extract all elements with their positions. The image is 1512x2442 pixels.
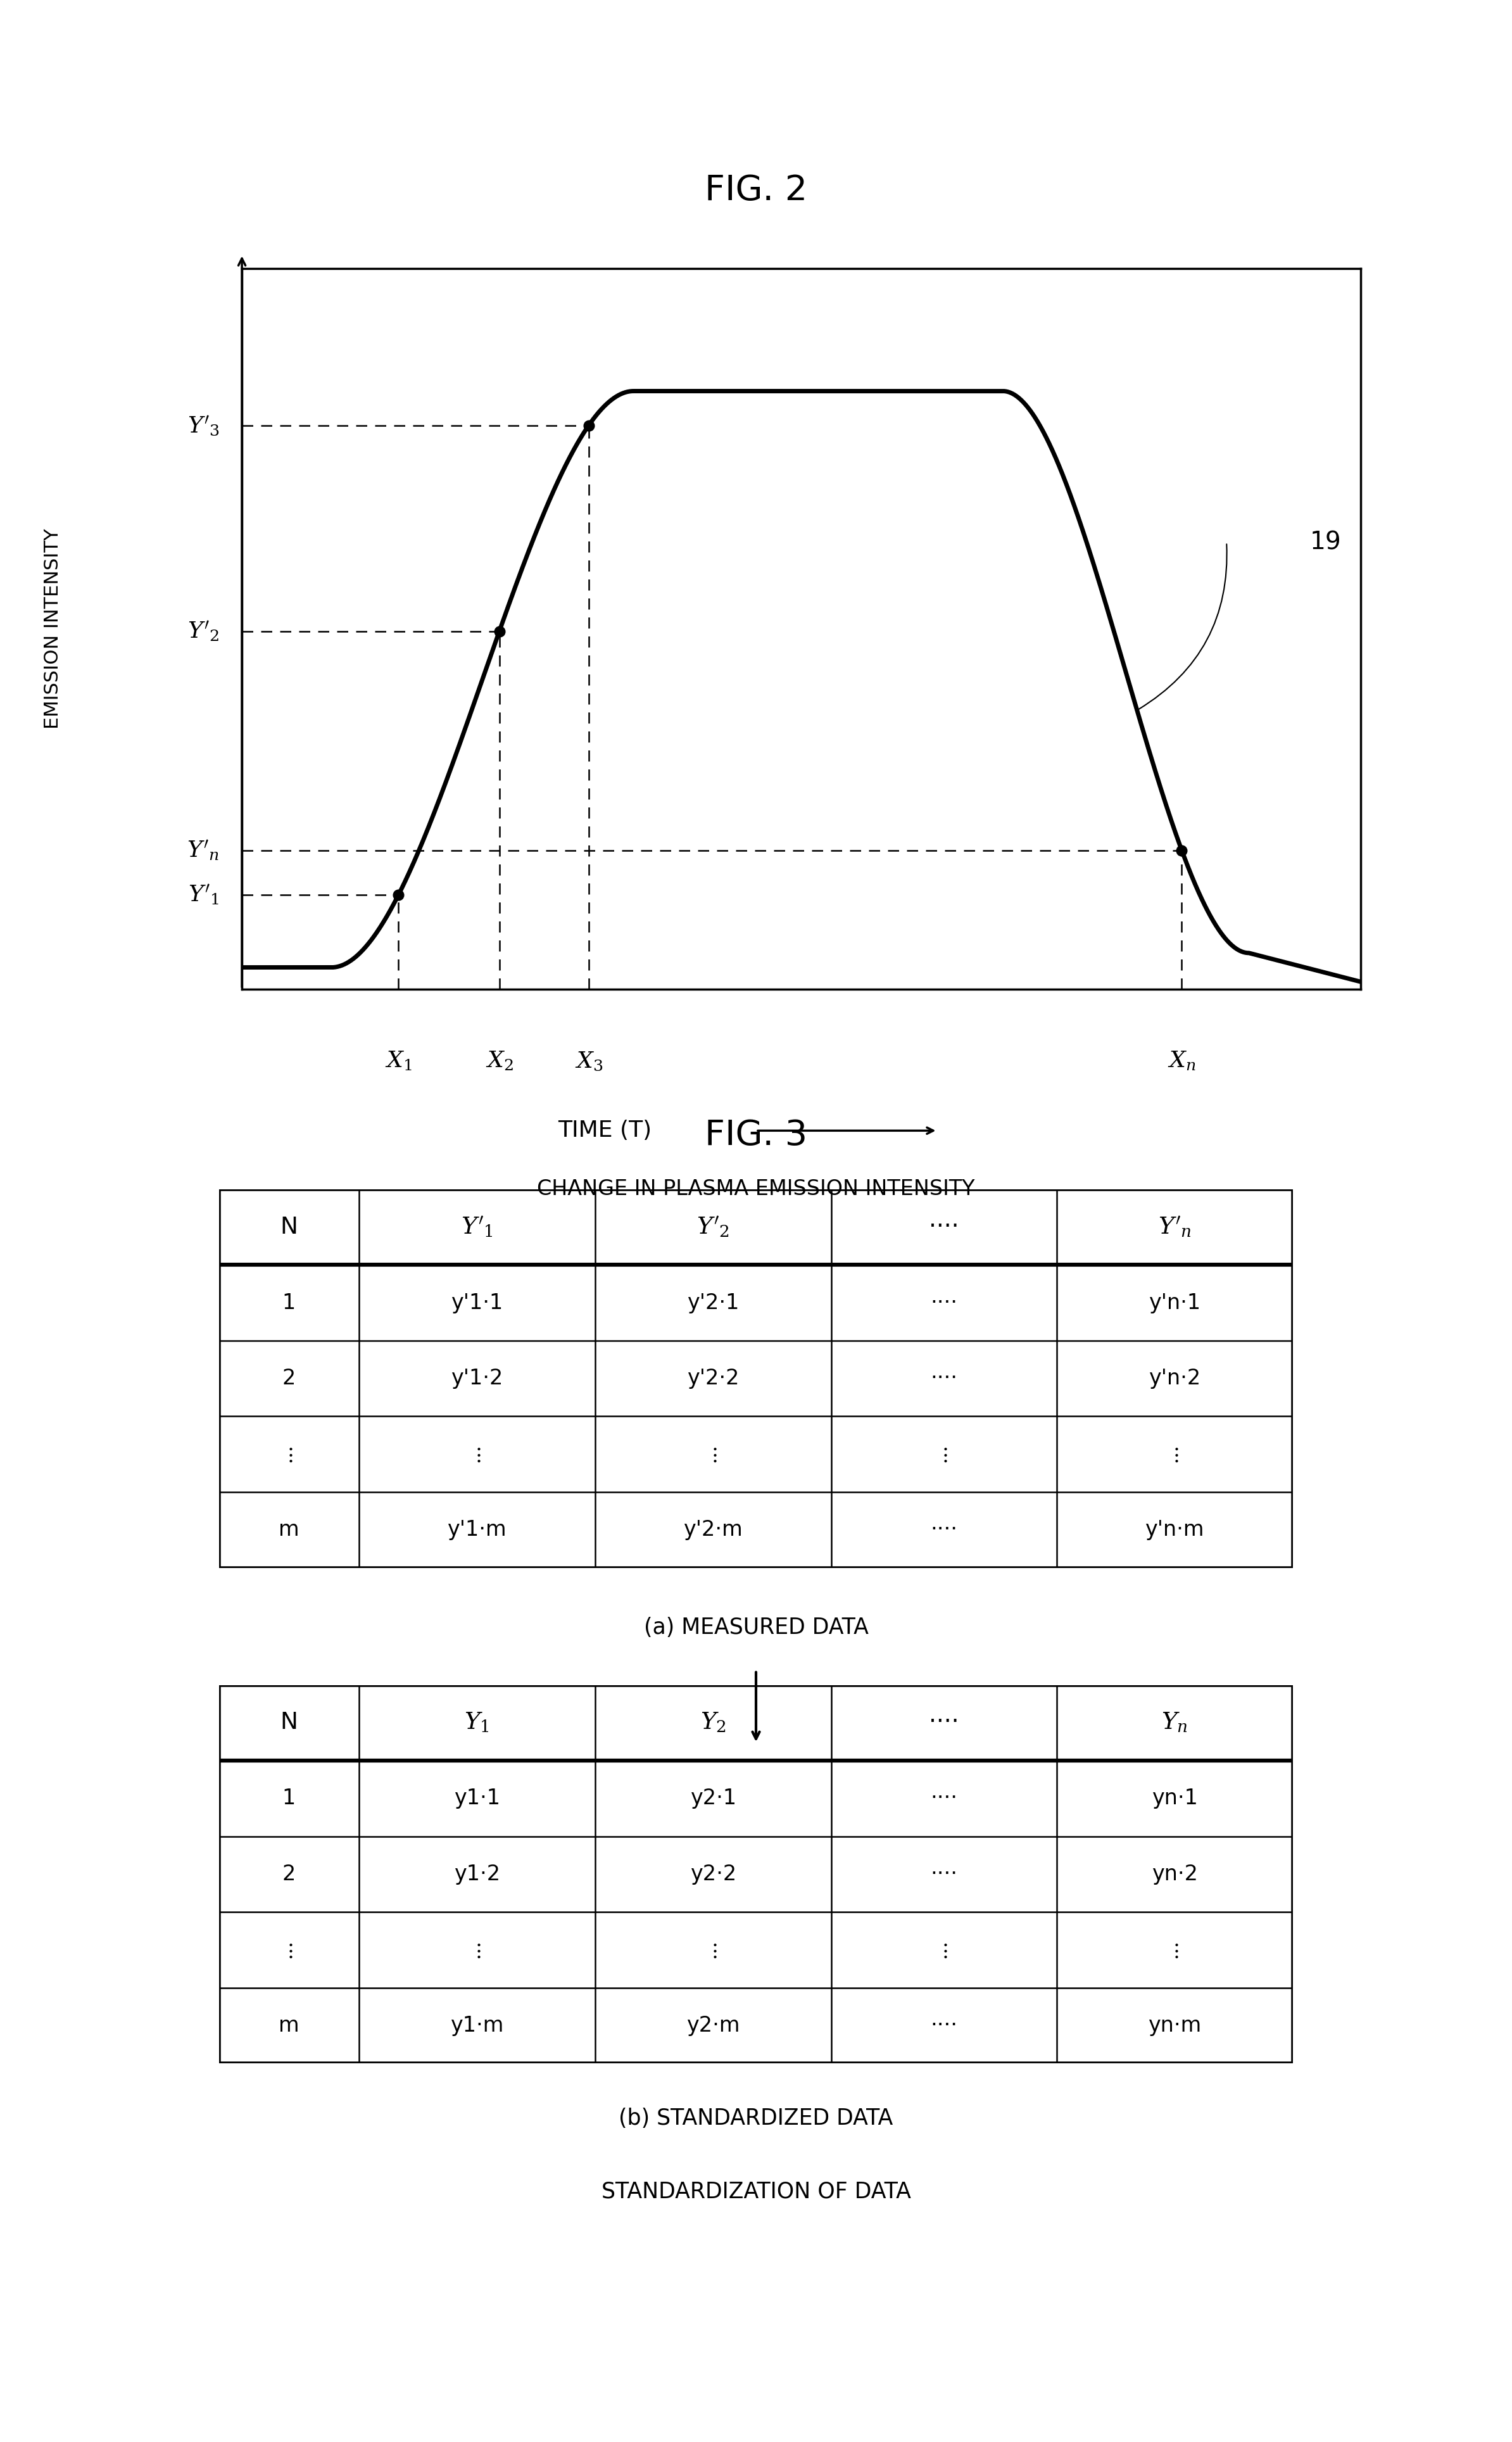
Text: $Y'_1$: $Y'_1$ bbox=[187, 884, 219, 906]
Text: y2·1: y2·1 bbox=[689, 1788, 736, 1810]
Text: $Y_2$: $Y_2$ bbox=[700, 1712, 726, 1734]
Text: ····: ···· bbox=[930, 1519, 957, 1541]
Text: y'2·1: y'2·1 bbox=[686, 1292, 739, 1314]
Text: 1: 1 bbox=[283, 1788, 296, 1810]
Text: FIG. 2: FIG. 2 bbox=[705, 173, 807, 208]
Text: y'1·2: y'1·2 bbox=[451, 1368, 503, 1389]
Text: y'2·m: y'2·m bbox=[683, 1519, 742, 1541]
Text: m: m bbox=[278, 1519, 299, 1541]
Text: y1·2: y1·2 bbox=[454, 1863, 500, 1885]
Text: y'n·1: y'n·1 bbox=[1149, 1292, 1201, 1314]
Text: y'n·m: y'n·m bbox=[1145, 1519, 1204, 1541]
Text: $Y_1$: $Y_1$ bbox=[464, 1712, 490, 1734]
Text: $Y'_1$: $Y'_1$ bbox=[461, 1216, 493, 1238]
Text: y'n·2: y'n·2 bbox=[1149, 1368, 1201, 1389]
Text: m: m bbox=[278, 2015, 299, 2037]
Text: $X_2$: $X_2$ bbox=[485, 1050, 513, 1072]
Text: $\vdots$: $\vdots$ bbox=[473, 1443, 481, 1465]
Text: yn·m: yn·m bbox=[1148, 2015, 1202, 2037]
Text: N: N bbox=[280, 1712, 298, 1734]
Text: CHANGE IN PLASMA EMISSION INTENSITY: CHANGE IN PLASMA EMISSION INTENSITY bbox=[537, 1179, 975, 1199]
Text: 19: 19 bbox=[1309, 530, 1341, 554]
Text: 1: 1 bbox=[283, 1292, 296, 1314]
Text: $\vdots$: $\vdots$ bbox=[709, 1443, 717, 1465]
Text: $Y'_n$: $Y'_n$ bbox=[187, 838, 219, 862]
Text: ····: ···· bbox=[930, 2015, 957, 2037]
Text: $Y'_3$: $Y'_3$ bbox=[187, 413, 219, 437]
Text: $Y'_2$: $Y'_2$ bbox=[697, 1216, 729, 1238]
Text: $Y'_n$: $Y'_n$ bbox=[1158, 1216, 1191, 1238]
Text: $\vdots$: $\vdots$ bbox=[709, 1939, 717, 1961]
Text: y'1·m: y'1·m bbox=[448, 1519, 507, 1541]
Text: y1·m: y1·m bbox=[451, 2015, 503, 2037]
Text: $Y'_2$: $Y'_2$ bbox=[187, 620, 219, 642]
Text: y'2·2: y'2·2 bbox=[686, 1368, 739, 1389]
Text: 2: 2 bbox=[283, 1863, 296, 1885]
Text: ····: ···· bbox=[930, 1863, 957, 1885]
Text: 2: 2 bbox=[283, 1368, 296, 1389]
Text: $\vdots$: $\vdots$ bbox=[1170, 1443, 1179, 1465]
Text: (a) MEASURED DATA: (a) MEASURED DATA bbox=[644, 1617, 868, 1639]
Text: yn·2: yn·2 bbox=[1152, 1863, 1198, 1885]
Text: $X_n$: $X_n$ bbox=[1167, 1050, 1196, 1072]
Text: $\vdots$: $\vdots$ bbox=[1170, 1939, 1179, 1961]
Text: ····: ···· bbox=[928, 1712, 959, 1734]
Text: $\vdots$: $\vdots$ bbox=[940, 1443, 948, 1465]
Text: y1·1: y1·1 bbox=[454, 1788, 500, 1810]
Text: ····: ···· bbox=[930, 1292, 957, 1314]
Text: ····: ···· bbox=[928, 1216, 959, 1238]
Text: yn·1: yn·1 bbox=[1152, 1788, 1198, 1810]
Text: STANDARDIZATION OF DATA: STANDARDIZATION OF DATA bbox=[602, 2181, 910, 2203]
Text: $X_1$: $X_1$ bbox=[386, 1050, 413, 1072]
Text: $X_3$: $X_3$ bbox=[575, 1050, 603, 1072]
Text: y2·2: y2·2 bbox=[689, 1863, 736, 1885]
Text: TIME (T): TIME (T) bbox=[558, 1121, 652, 1140]
Text: EMISSION INTENSITY: EMISSION INTENSITY bbox=[44, 527, 62, 730]
Text: $\vdots$: $\vdots$ bbox=[286, 1443, 293, 1465]
Text: y'1·1: y'1·1 bbox=[451, 1292, 503, 1314]
Text: $Y_n$: $Y_n$ bbox=[1161, 1712, 1188, 1734]
Text: y2·m: y2·m bbox=[686, 2015, 739, 2037]
Text: N: N bbox=[280, 1216, 298, 1238]
Text: ····: ···· bbox=[930, 1368, 957, 1389]
Text: (b) STANDARDIZED DATA: (b) STANDARDIZED DATA bbox=[618, 2107, 894, 2129]
Text: FIG. 3: FIG. 3 bbox=[705, 1118, 807, 1153]
Text: ····: ···· bbox=[930, 1788, 957, 1810]
Text: $\vdots$: $\vdots$ bbox=[286, 1939, 293, 1961]
Text: $\vdots$: $\vdots$ bbox=[473, 1939, 481, 1961]
Text: $\vdots$: $\vdots$ bbox=[940, 1939, 948, 1961]
